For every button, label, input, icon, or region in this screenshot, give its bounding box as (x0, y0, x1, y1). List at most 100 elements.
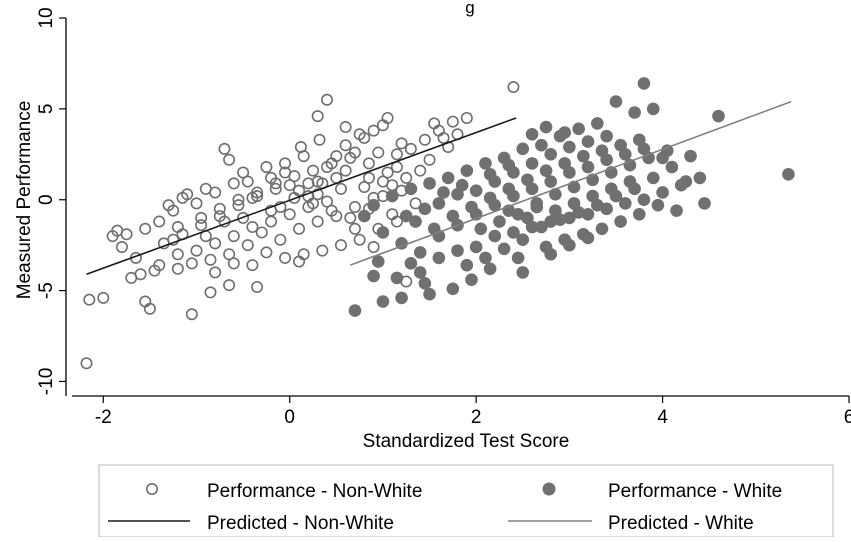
point-white (581, 135, 595, 148)
point-white (567, 197, 581, 210)
point-white (432, 251, 446, 265)
legend-symbol-white (542, 482, 556, 496)
point-nonwhite (414, 164, 427, 177)
point-white (539, 240, 553, 254)
point-nonwhite (428, 117, 441, 130)
x-tick-label: -2 (95, 407, 112, 428)
x-axis-label: Standardized Test Score (363, 431, 570, 452)
point-nonwhite (344, 211, 357, 224)
point-white (628, 106, 641, 119)
point-nonwhite (274, 233, 287, 246)
point-nonwhite (80, 357, 93, 370)
point-white (357, 209, 371, 223)
y-tick-label: -5 (36, 282, 57, 299)
point-white (539, 120, 553, 134)
point-nonwhite (367, 124, 380, 137)
point-nonwhite (297, 248, 310, 261)
y-tick-label: -10 (36, 368, 57, 395)
point-nonwhite (423, 153, 436, 166)
x-tick-label: 4 (657, 407, 668, 428)
x-tick-label: 6 (844, 407, 851, 428)
point-nonwhite (190, 244, 203, 257)
point-white (348, 304, 362, 317)
point-nonwhite (507, 81, 520, 94)
point-nonwhite (209, 237, 222, 250)
point-white (418, 277, 432, 290)
point-white (535, 220, 548, 234)
point-white (404, 182, 418, 196)
point-nonwhite (307, 197, 320, 210)
point-white (418, 202, 432, 216)
point-white (632, 207, 646, 221)
y-tick-label: 5 (36, 104, 57, 115)
point-white (479, 251, 492, 265)
point-nonwhite (153, 215, 166, 228)
point-nonwhite (344, 151, 357, 164)
point-nonwhite (313, 133, 326, 146)
point-white (544, 215, 558, 228)
point-white (483, 167, 497, 181)
point-white (502, 182, 516, 196)
point-nonwhite (241, 239, 254, 252)
point-nonwhite (227, 257, 240, 270)
point-white (367, 269, 380, 283)
point-white (395, 291, 408, 305)
point-nonwhite (348, 201, 361, 214)
point-white (432, 197, 446, 210)
point-nonwhite (362, 171, 375, 184)
point-white (437, 186, 450, 199)
point-white (427, 222, 441, 236)
predicted-line-white (350, 100, 792, 266)
point-white (399, 209, 413, 223)
point-white (525, 128, 539, 141)
point-white (549, 187, 562, 201)
point-white (371, 255, 385, 268)
point-white (642, 151, 655, 165)
x-tick-label: 0 (284, 407, 295, 428)
point-nonwhite (330, 210, 343, 223)
point-white (614, 215, 627, 228)
point-white (632, 133, 646, 147)
point-white (637, 77, 651, 90)
point-white (581, 160, 595, 174)
point-nonwhite (237, 211, 250, 224)
point-white (521, 173, 534, 187)
point-white (558, 126, 571, 139)
chart-title: g (465, 0, 474, 17)
point-nonwhite (204, 286, 217, 299)
point-nonwhite (381, 111, 394, 124)
point-nonwhite (241, 175, 254, 188)
point-white (586, 189, 599, 203)
legend-symbol-nonwhite (146, 482, 159, 495)
point-white (539, 164, 553, 177)
point-white (712, 109, 725, 123)
plot-area (80, 77, 795, 370)
point-nonwhite (265, 204, 278, 217)
point-nonwhite (339, 139, 352, 152)
point-white (549, 204, 562, 217)
point-nonwhite (400, 171, 413, 184)
point-white (665, 160, 679, 174)
point-white (577, 227, 590, 241)
point-nonwhite (362, 157, 375, 170)
point-nonwhite (171, 220, 184, 233)
point-white (605, 182, 618, 196)
point-nonwhite (283, 208, 296, 221)
point-white (614, 138, 627, 152)
point-white (502, 158, 516, 172)
point-white (544, 147, 558, 161)
point-white (558, 157, 571, 170)
point-nonwhite (404, 142, 417, 155)
point-nonwhite (176, 191, 189, 204)
point-nonwhite (260, 161, 273, 174)
point-nonwhite (279, 166, 292, 179)
point-nonwhite (353, 233, 366, 246)
point-white (413, 266, 427, 279)
point-nonwhite (246, 220, 259, 233)
point-white (572, 122, 585, 136)
point-white (600, 129, 613, 143)
point-nonwhite (353, 128, 366, 141)
point-nonwhite (367, 240, 380, 253)
point-white (679, 175, 693, 188)
